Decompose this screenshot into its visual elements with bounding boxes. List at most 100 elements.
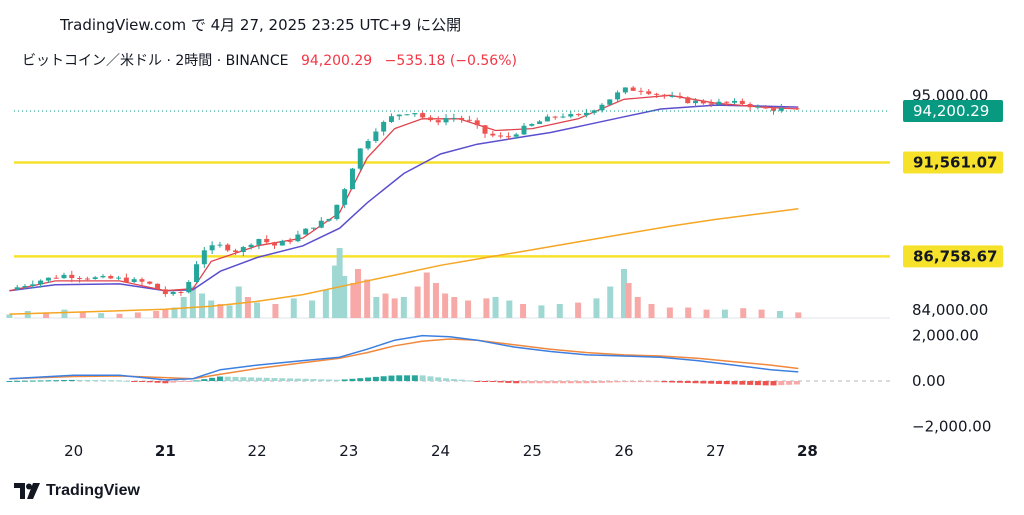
volume-bar bbox=[6, 314, 13, 318]
macd-histogram-bar bbox=[528, 381, 535, 384]
macd-histogram-bar bbox=[201, 379, 208, 381]
macd-histogram-bar bbox=[107, 380, 114, 382]
volume-bar bbox=[666, 307, 673, 318]
candle-body bbox=[69, 274, 75, 279]
candle-body bbox=[108, 276, 114, 279]
candle-body bbox=[349, 168, 355, 190]
candle-body bbox=[22, 285, 28, 288]
candle-body bbox=[45, 277, 51, 281]
macd-histogram-bar bbox=[84, 380, 91, 382]
macd-histogram-bar bbox=[326, 379, 333, 381]
macd-axis-label: −2,000.00 bbox=[912, 417, 991, 435]
price-axis-label: 84,000.00 bbox=[912, 301, 988, 319]
candle-body bbox=[732, 100, 738, 103]
volume-bar bbox=[703, 309, 710, 318]
volume-bar bbox=[309, 300, 316, 318]
volume-bar bbox=[607, 286, 614, 318]
macd-histogram-bar bbox=[99, 380, 106, 382]
macd-histogram-bar bbox=[185, 381, 192, 382]
candle-body bbox=[607, 99, 613, 105]
volume-bar bbox=[24, 311, 31, 318]
ema-mid-line bbox=[9, 104, 799, 292]
volume-bar bbox=[364, 279, 371, 318]
candle-body bbox=[466, 119, 472, 121]
ema-fast-line bbox=[9, 94, 799, 292]
candle-body bbox=[529, 123, 535, 126]
candle-body bbox=[318, 220, 324, 228]
symbol-info: ビットコイン／米ドル · 2時間 · BINANCE 94,200.29 −53… bbox=[22, 50, 517, 70]
volume-bar bbox=[442, 293, 449, 318]
candle-body bbox=[225, 244, 231, 251]
symbol-price: 94,200.29 bbox=[300, 53, 373, 69]
macd-histogram-bar bbox=[263, 377, 270, 381]
macd-histogram-bar bbox=[396, 375, 403, 381]
x-axis-label: 25 bbox=[523, 442, 542, 460]
macd-histogram-bar bbox=[333, 379, 340, 381]
candle-body bbox=[763, 106, 769, 109]
volume-bar bbox=[400, 297, 407, 318]
candle-body bbox=[131, 279, 137, 283]
macd-histogram-bar bbox=[614, 381, 621, 383]
current-price-label: 94,200.29 bbox=[913, 102, 989, 120]
macd-histogram-bar bbox=[411, 375, 418, 381]
symbol-change: −535.18 (−0.56%) bbox=[384, 53, 517, 69]
ema-slow-line bbox=[9, 207, 799, 315]
candle-body bbox=[591, 110, 597, 113]
candle-body bbox=[256, 239, 262, 245]
volume-bar bbox=[620, 269, 627, 318]
macd-histogram-bar bbox=[404, 375, 411, 381]
candle-body bbox=[123, 277, 129, 283]
macd-histogram-bar bbox=[786, 381, 793, 385]
tradingview-logo-icon bbox=[14, 483, 40, 499]
volume-bar bbox=[721, 309, 728, 318]
candle-body bbox=[661, 94, 667, 97]
macd-histogram-bar bbox=[302, 378, 309, 381]
macd-histogram-bar bbox=[692, 381, 699, 384]
macd-histogram-bar bbox=[466, 380, 473, 382]
volume-bar bbox=[432, 283, 439, 318]
macd-histogram-bar bbox=[146, 381, 153, 383]
macd-histogram-bar bbox=[637, 381, 644, 383]
macd-histogram-bar bbox=[544, 381, 551, 384]
candle-body bbox=[381, 121, 387, 132]
level-price-tag bbox=[903, 151, 1003, 174]
macd-histogram-bar bbox=[357, 378, 364, 381]
candle-body bbox=[716, 101, 722, 105]
volume-bar bbox=[254, 302, 261, 318]
candle-body bbox=[677, 95, 683, 98]
macd-histogram-bar bbox=[170, 381, 177, 383]
candle-body bbox=[342, 189, 348, 205]
candle-body bbox=[279, 240, 285, 246]
volume-bar bbox=[290, 298, 297, 318]
macd-histogram-bar bbox=[559, 381, 566, 384]
macd-axis-label: 0.00 bbox=[912, 372, 945, 390]
macd-histogram-bar bbox=[209, 377, 216, 381]
macd-line bbox=[9, 334, 799, 381]
candle-body bbox=[248, 244, 254, 248]
macd-histogram-bar bbox=[279, 378, 286, 381]
macd-histogram-bar bbox=[60, 380, 67, 382]
macd-histogram-bar bbox=[497, 381, 504, 383]
volume-bar bbox=[575, 302, 582, 318]
macd-histogram-bar bbox=[622, 381, 629, 383]
candle-body bbox=[116, 277, 122, 279]
candle-body bbox=[786, 107, 792, 109]
volume-bar bbox=[98, 313, 105, 318]
macd-histogram-bar bbox=[14, 380, 21, 382]
macd-histogram-bar bbox=[606, 381, 613, 383]
candle-body bbox=[61, 274, 67, 279]
macd-histogram-bar bbox=[193, 380, 200, 382]
candle-body bbox=[139, 279, 145, 282]
candle-body bbox=[209, 245, 215, 251]
volume-bar bbox=[506, 300, 513, 318]
volume-bar bbox=[685, 307, 692, 318]
macd-histogram-bar bbox=[700, 381, 707, 384]
price-axis-label: 95,000.00 bbox=[912, 86, 988, 104]
candle-body bbox=[326, 219, 332, 221]
candle-body bbox=[303, 228, 309, 235]
candle-body bbox=[30, 284, 36, 286]
candle-body bbox=[451, 117, 457, 119]
candle-body bbox=[310, 227, 316, 229]
candle-body bbox=[568, 114, 574, 117]
